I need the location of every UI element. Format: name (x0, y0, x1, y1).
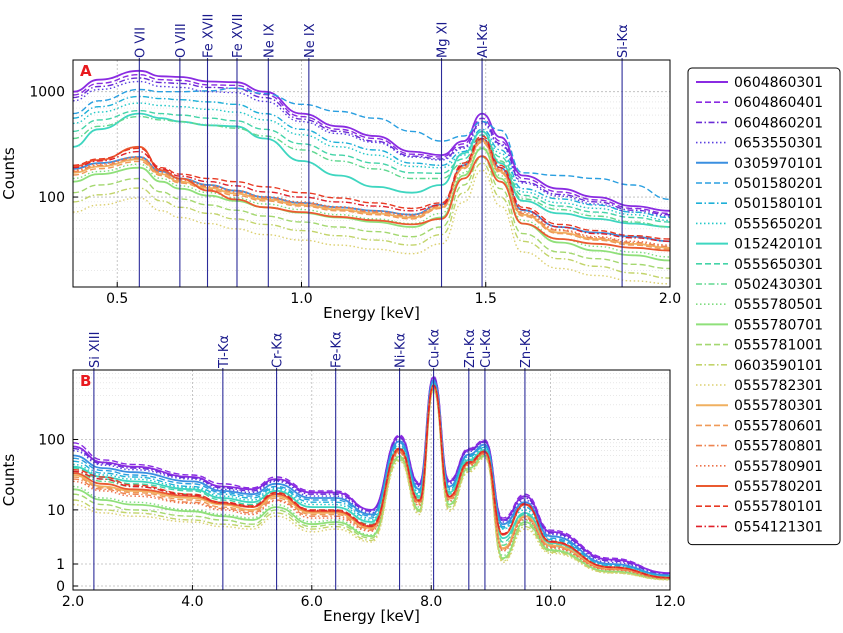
series-line-0555650201 (73, 383, 670, 578)
x-tick-label: 1.0 (290, 291, 312, 307)
legend-label: 0604860201 (734, 115, 823, 131)
panel-letter: B (80, 372, 91, 390)
emission-line-label: Ne IX (262, 23, 277, 58)
series-line-0604860401 (73, 73, 670, 215)
series-line-0501580101 (73, 95, 670, 219)
panel-a: 0.5 1.0 1.5 2.0 100 1000 O VII O VIII Fe XVII Fe … (0, 14, 681, 322)
series-line-0555780101 (73, 135, 670, 240)
emission-line-label: Mg XI (436, 22, 451, 58)
legend-label: 0501580201 (734, 176, 823, 192)
legend-label: 0555780801 (734, 439, 823, 455)
y-tick-label: 100 (38, 432, 65, 448)
x-axis-title: Energy [keV] (323, 304, 420, 322)
plot-frame (72, 369, 671, 591)
series-group (73, 375, 670, 581)
emission-line-label: Si-Kα (616, 24, 631, 58)
series-line-0555650301 (73, 109, 670, 223)
emission-line-label: Zn-Kα (463, 329, 478, 368)
x-tick-label: 6.0 (301, 594, 323, 610)
legend-label: 0555650201 (734, 216, 823, 232)
y-tick-label: 1000 (29, 85, 65, 101)
series-line-0603590101 (73, 162, 670, 279)
series-line-0604860301 (73, 69, 670, 212)
legend-label: 0502430301 (734, 277, 823, 293)
x-tick-label: 2.0 (659, 291, 681, 307)
emission-line-label: Si XIII (88, 332, 103, 368)
emission-line-label: Fe-Kα (330, 331, 345, 368)
plot-frame (72, 59, 671, 288)
series-line-0555781001 (73, 156, 670, 270)
series-line-0604860401 (73, 375, 670, 574)
series-line-0555780301 (73, 140, 670, 249)
series-line-0604860301 (73, 376, 670, 574)
series-line-0554121301 (73, 137, 670, 242)
emission-line-label: O VII (133, 27, 148, 58)
x-tick-label: 4.0 (181, 594, 203, 610)
y-tick-label: 10 (47, 503, 65, 519)
legend-label: 0555780501 (734, 297, 823, 313)
legend: 0604860301 0604860401 0604860201 0653550301… (687, 67, 841, 546)
series-line-0555780801 (73, 138, 670, 248)
legend-label: 0555780601 (734, 418, 823, 434)
emission-line-label: O VIII (174, 23, 189, 58)
series-group (73, 69, 670, 285)
emission-line-label: Cr-Kα (271, 333, 286, 368)
emission-line-label: Fe XVII (202, 14, 217, 58)
legend-label: 0604860401 (734, 95, 823, 111)
series-line-0555780601 (73, 141, 670, 250)
panel-b: 2.0 4.0 6.0 8.0 10.0 12.0 0 1 10 100 Si XIII Ti-Kα C… (0, 329, 686, 625)
legend-label: 0555780101 (734, 499, 823, 515)
minor-grid (73, 373, 670, 552)
x-tick-label: 12.0 (654, 594, 685, 610)
series-line-0501580201 (73, 87, 670, 201)
emission-line-label: Cu-Kα (428, 329, 443, 368)
emission-line-label: Cu-Kα (479, 329, 494, 368)
series-line-0152420101 (73, 112, 670, 228)
legend-label: 0555780201 (734, 479, 823, 495)
series-line-0555782301 (73, 169, 670, 285)
x-tick-label: 1.5 (475, 291, 497, 307)
series-line-0554121301 (73, 384, 670, 579)
series-line-0604860201 (73, 377, 670, 575)
series-line-0555780201 (73, 145, 670, 252)
series-line-0305970101 (73, 137, 670, 243)
y-tick-label: 0 (56, 579, 65, 595)
panel-letter: A (80, 62, 92, 80)
y-tick-label: 100 (38, 190, 65, 206)
legend-label: 0554121301 (734, 519, 823, 535)
legend-label: 0555782301 (734, 378, 823, 394)
legend-label: 0555650301 (734, 257, 823, 273)
legend-label: 0152420101 (734, 237, 823, 253)
x-tick-label: 8.0 (420, 594, 442, 610)
y-tick-label: 1 (56, 557, 65, 573)
x-tick-label: 10.0 (535, 594, 566, 610)
legend-label: 0603590101 (734, 358, 823, 374)
series-line-0604860201 (73, 77, 670, 216)
emission-line-label: Ti-Kα (217, 335, 232, 369)
legend-label: 0604860301 (734, 75, 823, 91)
legend-label: 0555780901 (734, 459, 823, 475)
x-axis-title: Energy [keV] (323, 607, 420, 625)
x-tick-label: 0.5 (106, 291, 128, 307)
emission-line-label: Ni-Kα (394, 333, 409, 368)
legend-label: 0653550301 (734, 136, 823, 152)
x-tick-label: 2.0 (62, 594, 84, 610)
y-axis-title: Counts (0, 454, 18, 507)
series-line-0555780601 (73, 386, 670, 579)
emission-line-label: Zn-Kα (519, 329, 534, 368)
legend-label: 0305970101 (734, 156, 823, 172)
legend-label: 0501580101 (734, 196, 823, 212)
series-line-0555780701 (73, 147, 670, 262)
y-axis-title: Counts (0, 147, 18, 200)
emission-line-label: Al-Kα (476, 24, 491, 58)
emission-line-label: Ne IX (303, 23, 318, 58)
series-line-0502430301 (73, 115, 670, 228)
legend-label: 0555780301 (734, 398, 823, 414)
legend-label: 0555781001 (734, 338, 823, 354)
legend-label: 0555780701 (734, 317, 823, 333)
emission-line-label: Fe XVII (231, 14, 246, 58)
series-line-0555650201 (73, 102, 670, 222)
